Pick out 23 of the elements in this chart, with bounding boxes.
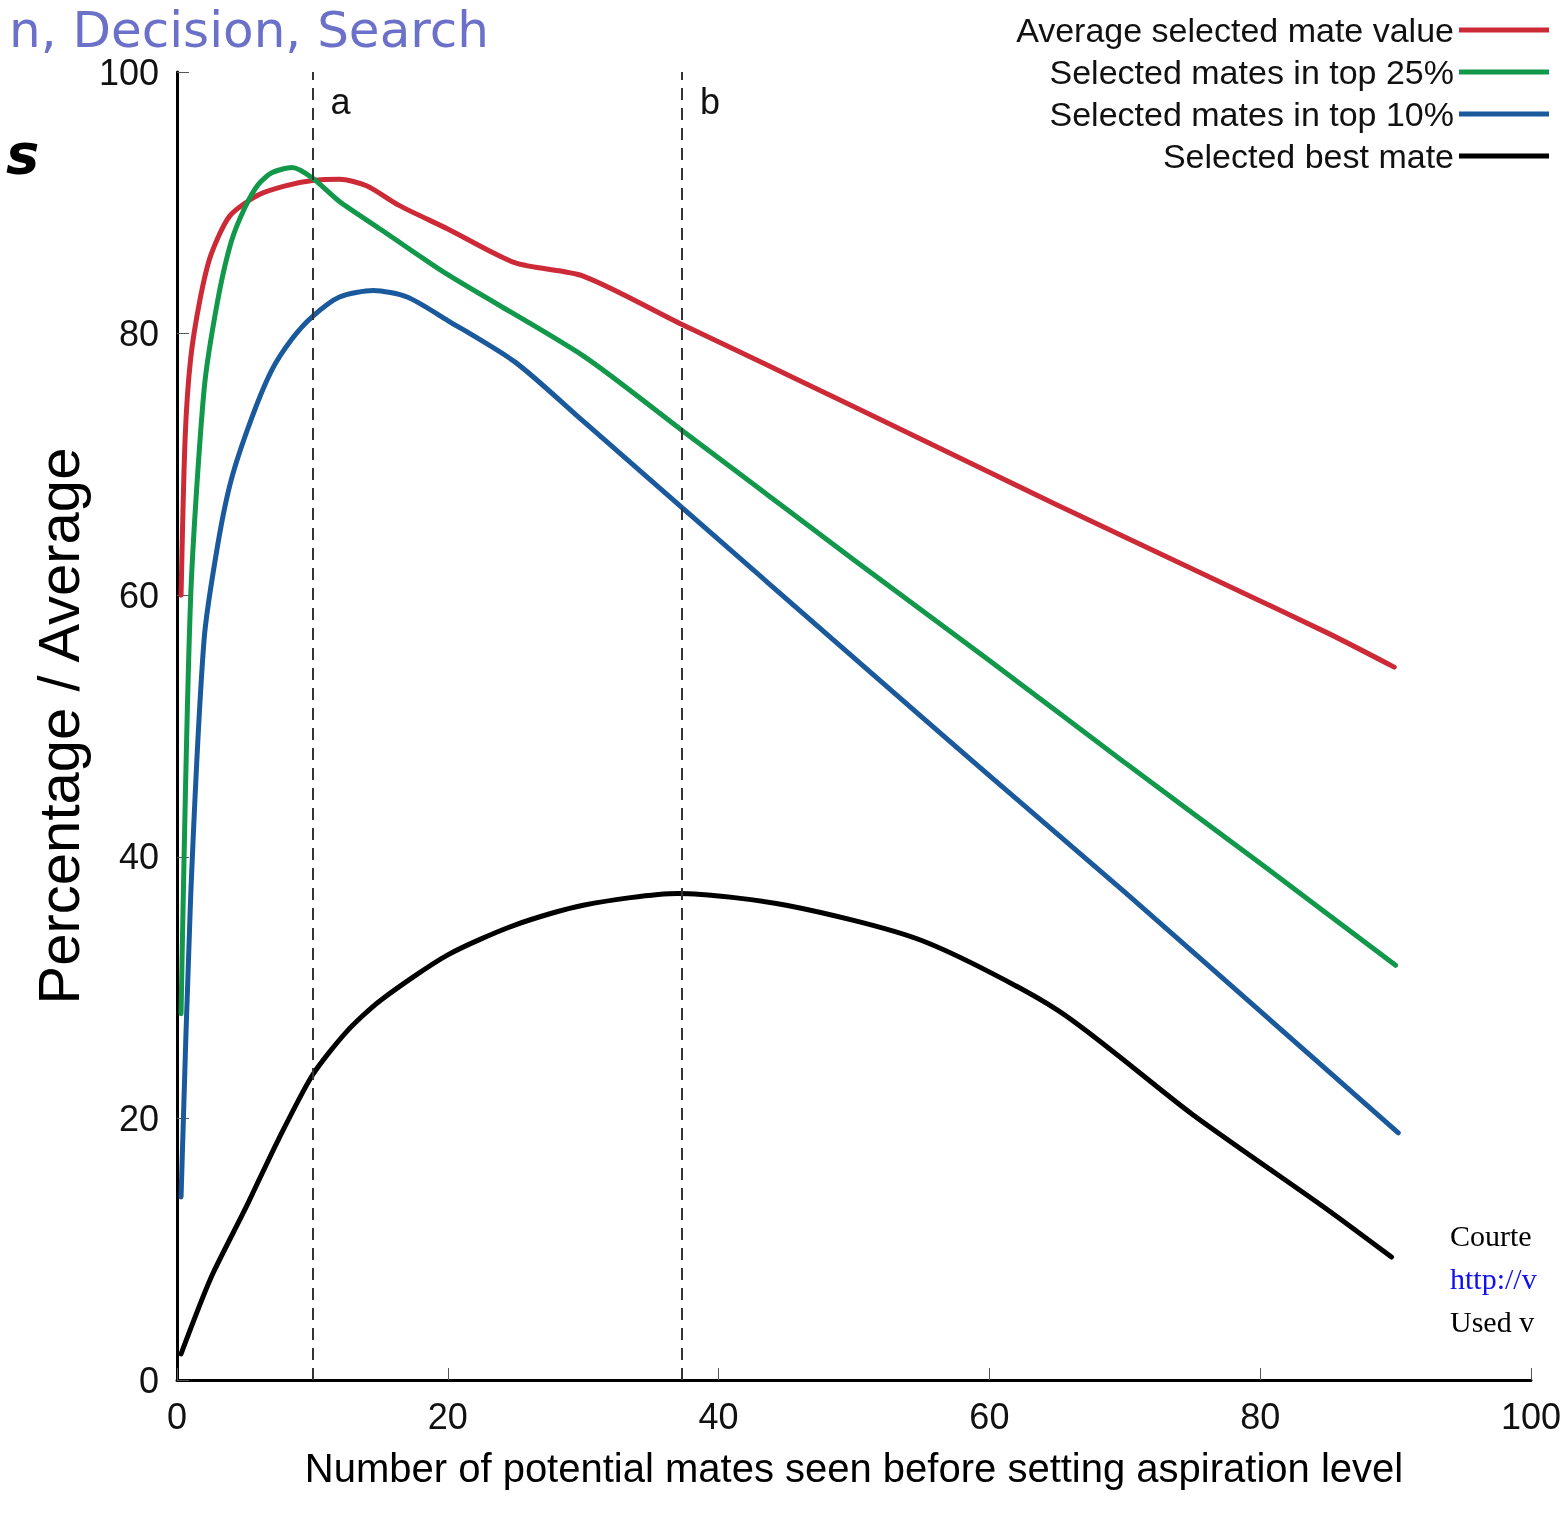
text: s: [6, 120, 40, 186]
legend-label: Selected best mate: [1162, 137, 1454, 175]
x-tick-label: 80: [1240, 1395, 1281, 1437]
annotation: Used v: [1450, 1304, 1535, 1338]
x-tick-label: 40: [698, 1395, 739, 1437]
x-axis-title: Number of potential mates seen before setting aspiration level: [304, 1446, 1404, 1490]
y-tick-label: 20: [118, 1097, 159, 1139]
annotation: Courte: [1450, 1218, 1532, 1252]
y-axis-title: Percentage / Average: [25, 447, 91, 1005]
ref-line-label: a: [330, 80, 352, 122]
x-tick-label: 100: [1500, 1395, 1562, 1437]
ref-line-label: b: [700, 80, 721, 122]
legend-label: Selected mates in top 10%: [1049, 95, 1454, 133]
annotation: http://v: [1450, 1261, 1537, 1295]
legend-label: Average selected mate value: [1016, 11, 1454, 49]
x-tick-label: 0: [166, 1395, 188, 1437]
y-tick-label: 60: [118, 574, 159, 616]
x-tick-label: 20: [427, 1395, 468, 1437]
legend-label: Selected mates in top 25%: [1049, 53, 1454, 91]
y-tick-label: 40: [118, 836, 159, 878]
y-tick-label: 0: [138, 1359, 159, 1401]
x-tick-label: 60: [969, 1395, 1010, 1437]
y-tick-label: 80: [118, 313, 159, 355]
